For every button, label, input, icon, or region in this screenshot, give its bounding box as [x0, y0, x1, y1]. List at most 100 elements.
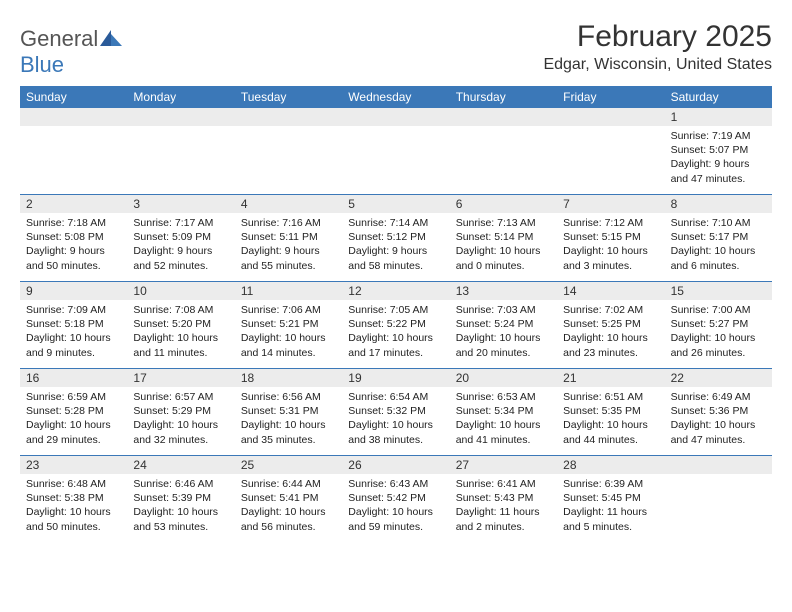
day-cell — [127, 108, 234, 194]
month-title: February 2025 — [543, 20, 772, 54]
day-number: 5 — [342, 195, 449, 213]
day-cell: 23Sunrise: 6:48 AMSunset: 5:38 PMDayligh… — [20, 456, 127, 542]
location: Edgar, Wisconsin, United States — [543, 56, 772, 74]
day-info: Sunrise: 6:41 AMSunset: 5:43 PMDaylight:… — [450, 474, 557, 538]
day-headers: Sunday Monday Tuesday Wednesday Thursday… — [20, 86, 772, 108]
day-cell: 26Sunrise: 6:43 AMSunset: 5:42 PMDayligh… — [342, 456, 449, 542]
day-info — [235, 126, 342, 133]
day-cell: 27Sunrise: 6:41 AMSunset: 5:43 PMDayligh… — [450, 456, 557, 542]
day-info: Sunrise: 6:53 AMSunset: 5:34 PMDaylight:… — [450, 387, 557, 451]
day-number: 7 — [557, 195, 664, 213]
day-cell: 10Sunrise: 7:08 AMSunset: 5:20 PMDayligh… — [127, 282, 234, 368]
day-info: Sunrise: 6:44 AMSunset: 5:41 PMDaylight:… — [235, 474, 342, 538]
day-number — [450, 108, 557, 126]
header: GeneralBlue February 2025 Edgar, Wiscons… — [20, 20, 772, 78]
day-cell: 16Sunrise: 6:59 AMSunset: 5:28 PMDayligh… — [20, 369, 127, 455]
day-number: 24 — [127, 456, 234, 474]
day-number: 16 — [20, 369, 127, 387]
day-info: Sunrise: 7:16 AMSunset: 5:11 PMDaylight:… — [235, 213, 342, 277]
day-cell: 12Sunrise: 7:05 AMSunset: 5:22 PMDayligh… — [342, 282, 449, 368]
day-info: Sunrise: 7:18 AMSunset: 5:08 PMDaylight:… — [20, 213, 127, 277]
day-info — [20, 126, 127, 133]
day-header-mon: Monday — [127, 86, 234, 108]
logo: GeneralBlue — [20, 26, 122, 78]
day-number: 9 — [20, 282, 127, 300]
day-number: 3 — [127, 195, 234, 213]
logo-text-1: General — [20, 26, 98, 51]
day-info: Sunrise: 7:13 AMSunset: 5:14 PMDaylight:… — [450, 213, 557, 277]
day-info: Sunrise: 7:09 AMSunset: 5:18 PMDaylight:… — [20, 300, 127, 364]
day-cell: 28Sunrise: 6:39 AMSunset: 5:45 PMDayligh… — [557, 456, 664, 542]
day-cell — [665, 456, 772, 542]
day-number: 18 — [235, 369, 342, 387]
day-info: Sunrise: 7:08 AMSunset: 5:20 PMDaylight:… — [127, 300, 234, 364]
day-info: Sunrise: 7:05 AMSunset: 5:22 PMDaylight:… — [342, 300, 449, 364]
day-number: 15 — [665, 282, 772, 300]
day-cell — [450, 108, 557, 194]
day-number — [665, 456, 772, 474]
day-info: Sunrise: 6:43 AMSunset: 5:42 PMDaylight:… — [342, 474, 449, 538]
day-cell — [20, 108, 127, 194]
day-info: Sunrise: 7:12 AMSunset: 5:15 PMDaylight:… — [557, 213, 664, 277]
day-number — [127, 108, 234, 126]
logo-sail-icon — [100, 26, 122, 52]
day-number: 27 — [450, 456, 557, 474]
day-header-sun: Sunday — [20, 86, 127, 108]
day-number: 13 — [450, 282, 557, 300]
day-number: 14 — [557, 282, 664, 300]
day-number — [20, 108, 127, 126]
day-number: 17 — [127, 369, 234, 387]
day-number: 10 — [127, 282, 234, 300]
day-info: Sunrise: 6:48 AMSunset: 5:38 PMDaylight:… — [20, 474, 127, 538]
week-row: 23Sunrise: 6:48 AMSunset: 5:38 PMDayligh… — [20, 456, 772, 542]
day-info: Sunrise: 7:02 AMSunset: 5:25 PMDaylight:… — [557, 300, 664, 364]
day-cell: 19Sunrise: 6:54 AMSunset: 5:32 PMDayligh… — [342, 369, 449, 455]
day-info: Sunrise: 6:57 AMSunset: 5:29 PMDaylight:… — [127, 387, 234, 451]
day-number: 1 — [665, 108, 772, 126]
title-block: February 2025 Edgar, Wisconsin, United S… — [543, 20, 772, 74]
calendar-page: GeneralBlue February 2025 Edgar, Wiscons… — [0, 0, 792, 552]
day-cell: 7Sunrise: 7:12 AMSunset: 5:15 PMDaylight… — [557, 195, 664, 281]
day-cell: 22Sunrise: 6:49 AMSunset: 5:36 PMDayligh… — [665, 369, 772, 455]
day-info — [557, 126, 664, 133]
weeks-container: 1Sunrise: 7:19 AMSunset: 5:07 PMDaylight… — [20, 108, 772, 542]
day-info: Sunrise: 7:06 AMSunset: 5:21 PMDaylight:… — [235, 300, 342, 364]
day-cell: 18Sunrise: 6:56 AMSunset: 5:31 PMDayligh… — [235, 369, 342, 455]
day-info — [665, 474, 772, 481]
day-cell: 8Sunrise: 7:10 AMSunset: 5:17 PMDaylight… — [665, 195, 772, 281]
week-row: 2Sunrise: 7:18 AMSunset: 5:08 PMDaylight… — [20, 195, 772, 282]
day-cell: 15Sunrise: 7:00 AMSunset: 5:27 PMDayligh… — [665, 282, 772, 368]
day-cell: 9Sunrise: 7:09 AMSunset: 5:18 PMDaylight… — [20, 282, 127, 368]
week-row: 1Sunrise: 7:19 AMSunset: 5:07 PMDaylight… — [20, 108, 772, 195]
day-cell: 4Sunrise: 7:16 AMSunset: 5:11 PMDaylight… — [235, 195, 342, 281]
day-info: Sunrise: 7:14 AMSunset: 5:12 PMDaylight:… — [342, 213, 449, 277]
day-info: Sunrise: 7:19 AMSunset: 5:07 PMDaylight:… — [665, 126, 772, 190]
day-number — [235, 108, 342, 126]
logo-text-2: Blue — [20, 52, 64, 77]
day-info — [342, 126, 449, 133]
day-info: Sunrise: 7:10 AMSunset: 5:17 PMDaylight:… — [665, 213, 772, 277]
day-info: Sunrise: 7:03 AMSunset: 5:24 PMDaylight:… — [450, 300, 557, 364]
day-header-thu: Thursday — [450, 86, 557, 108]
day-number: 26 — [342, 456, 449, 474]
calendar: Sunday Monday Tuesday Wednesday Thursday… — [20, 86, 772, 542]
day-info: Sunrise: 6:51 AMSunset: 5:35 PMDaylight:… — [557, 387, 664, 451]
day-info: Sunrise: 6:59 AMSunset: 5:28 PMDaylight:… — [20, 387, 127, 451]
day-number: 25 — [235, 456, 342, 474]
day-cell: 24Sunrise: 6:46 AMSunset: 5:39 PMDayligh… — [127, 456, 234, 542]
day-number — [342, 108, 449, 126]
day-number — [557, 108, 664, 126]
day-number: 22 — [665, 369, 772, 387]
day-cell: 20Sunrise: 6:53 AMSunset: 5:34 PMDayligh… — [450, 369, 557, 455]
day-number: 4 — [235, 195, 342, 213]
day-cell — [557, 108, 664, 194]
day-number: 6 — [450, 195, 557, 213]
day-cell: 25Sunrise: 6:44 AMSunset: 5:41 PMDayligh… — [235, 456, 342, 542]
day-cell: 17Sunrise: 6:57 AMSunset: 5:29 PMDayligh… — [127, 369, 234, 455]
day-header-sat: Saturday — [665, 86, 772, 108]
day-number: 12 — [342, 282, 449, 300]
day-number: 8 — [665, 195, 772, 213]
day-header-fri: Friday — [557, 86, 664, 108]
day-info: Sunrise: 6:49 AMSunset: 5:36 PMDaylight:… — [665, 387, 772, 451]
day-info: Sunrise: 7:00 AMSunset: 5:27 PMDaylight:… — [665, 300, 772, 364]
